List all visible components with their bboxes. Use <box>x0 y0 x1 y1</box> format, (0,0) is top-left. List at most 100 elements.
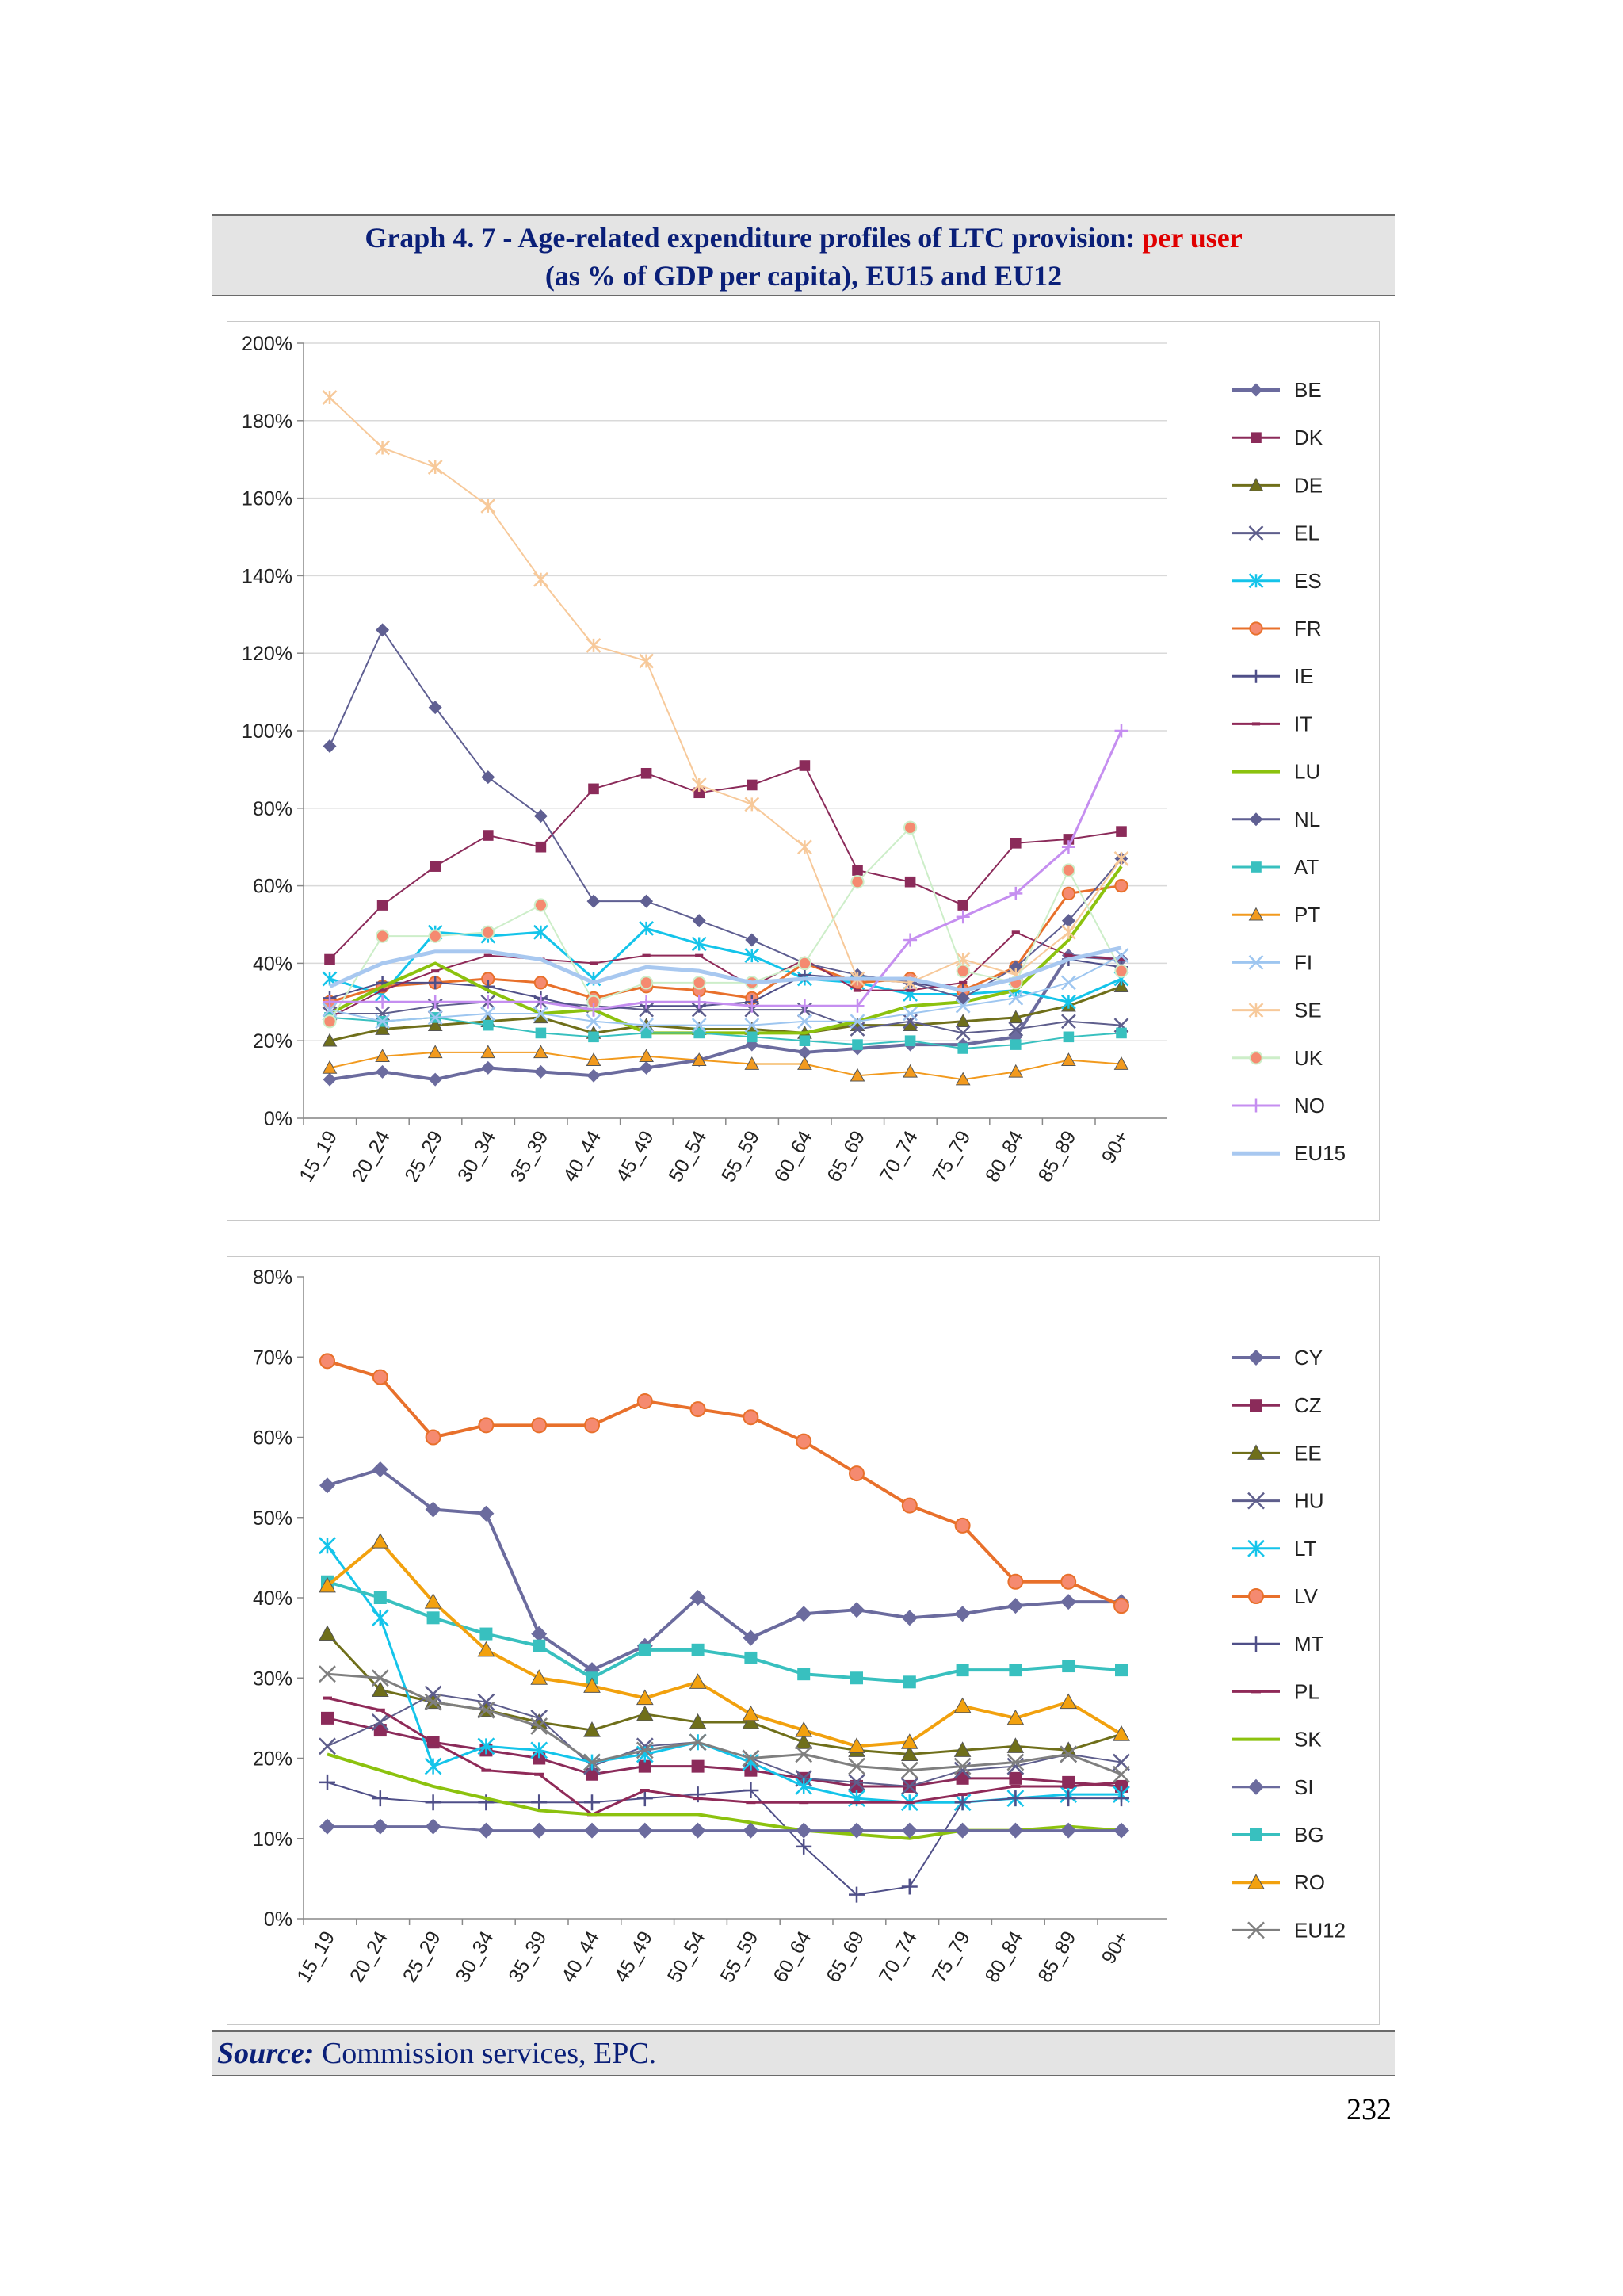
data-point-pt <box>797 1056 812 1070</box>
x-tick-label: 40_44 <box>557 1927 604 1986</box>
legend-label: DK <box>1294 426 1323 449</box>
data-point-it <box>1117 957 1126 961</box>
data-point-uk <box>428 929 442 943</box>
data-point-cy <box>531 1626 548 1642</box>
data-point-at <box>799 1035 811 1046</box>
series-ee <box>319 1625 1130 1761</box>
series-mt <box>319 1774 1129 1903</box>
x-tick-label: 30_34 <box>453 1127 500 1186</box>
series-line-cy <box>327 1468 1121 1672</box>
legend-item-ee: EE <box>1232 1441 1322 1465</box>
data-point-el <box>1061 1014 1076 1030</box>
series-no <box>323 724 1128 1017</box>
data-point-fi <box>480 1006 496 1022</box>
legend-marker <box>1247 1539 1265 1557</box>
legend-item-lt: LT <box>1232 1537 1317 1561</box>
legend-marker <box>1250 1828 1262 1841</box>
y-tick-label: 100% <box>242 720 292 743</box>
data-point-si <box>954 1822 971 1839</box>
data-point-no <box>850 999 865 1013</box>
legend-marker <box>1247 1492 1265 1510</box>
data-point-lt <box>424 1757 442 1775</box>
data-point-fi <box>903 1006 918 1022</box>
data-point-dk <box>852 865 863 876</box>
legend-item-dk: DK <box>1232 426 1323 449</box>
data-point-si <box>531 1822 548 1839</box>
x-tick-label: 20_24 <box>346 1927 392 1986</box>
data-point-pt <box>639 1049 654 1063</box>
data-point-uk <box>903 820 918 835</box>
data-point-se <box>744 797 760 812</box>
data-point-lv <box>901 1497 918 1514</box>
data-point-pt <box>375 1049 390 1063</box>
data-point-mt <box>901 1878 918 1895</box>
data-point-ro <box>424 1593 442 1609</box>
eu15-line-chart: 0% 20% 40% 60% 80% 100% 120% 140% 160% 180% 200% 15… <box>227 321 1380 1221</box>
legend-item-el: EL <box>1232 521 1319 545</box>
data-point-fi <box>955 998 971 1014</box>
data-point-fr <box>1114 878 1128 893</box>
legend-item-lu: LU <box>1232 760 1320 784</box>
data-point-no <box>586 1003 601 1017</box>
data-point-mt <box>1060 1790 1077 1807</box>
data-point-at <box>904 1035 916 1046</box>
legend-label: RO <box>1294 1870 1325 1894</box>
data-point-hu <box>848 1773 865 1791</box>
data-point-si <box>584 1822 600 1839</box>
data-point-cy <box>478 1505 495 1522</box>
x-tick-label: 70_74 <box>876 1127 922 1186</box>
data-point-pt <box>586 1052 601 1066</box>
series-si <box>319 1818 1129 1839</box>
data-point-pl <box>1117 1780 1126 1784</box>
legend-item-de: DE <box>1232 473 1323 497</box>
data-point-fi <box>586 1014 601 1030</box>
data-point-ro <box>1006 1709 1025 1725</box>
data-point-fi <box>639 1018 654 1033</box>
data-point-dk <box>799 760 811 771</box>
series-nl <box>323 623 1128 1005</box>
data-point-el <box>955 1026 971 1041</box>
data-point-hu <box>900 1778 918 1795</box>
data-point-pl <box>323 1696 332 1700</box>
data-point-eu12 <box>1060 1745 1078 1763</box>
legend-item-it: IT <box>1232 712 1312 735</box>
y-tick-label: 50% <box>253 1507 292 1530</box>
legend-item-ro: RO <box>1232 1870 1325 1894</box>
legend-label: ES <box>1294 569 1322 593</box>
data-point-pl <box>640 1789 650 1792</box>
y-tick-label: 20% <box>253 1748 292 1771</box>
data-point-pt <box>903 1064 918 1078</box>
legend-item-eu12: EU12 <box>1232 1918 1346 1942</box>
series-line-eu12 <box>327 1672 1122 1776</box>
data-point-lv <box>636 1392 653 1409</box>
legend-item-no: NO <box>1232 1094 1325 1117</box>
legend-label: EE <box>1294 1441 1322 1465</box>
data-point-lv <box>796 1433 812 1450</box>
legend-item-es: ES <box>1232 569 1322 593</box>
data-point-dk <box>904 876 916 888</box>
legend-marker <box>1247 1444 1265 1460</box>
data-point-be <box>428 1072 442 1087</box>
data-point-hu <box>1113 1753 1130 1771</box>
data-point-ie <box>428 976 442 990</box>
legend-marker <box>1248 573 1264 589</box>
legend-label: HU <box>1294 1489 1324 1513</box>
data-point-at <box>483 1019 494 1031</box>
data-point-at <box>1063 1031 1075 1043</box>
data-point-mt <box>954 1794 971 1811</box>
data-point-bg <box>479 1627 493 1641</box>
data-point-si <box>478 1822 495 1839</box>
eu15-chart-svg: 0% 20% 40% 60% 80% 100% 120% 140% 160% 180% 200% 15… <box>242 333 1346 1186</box>
data-point-se <box>480 498 496 514</box>
data-point-it <box>959 980 968 984</box>
legend-marker <box>1248 955 1264 970</box>
data-point-pl <box>693 1797 703 1801</box>
legend-marker <box>1249 621 1263 636</box>
legend-marker <box>1249 383 1263 397</box>
series-line-es <box>329 926 1122 1003</box>
y-tick-label: 140% <box>242 565 292 587</box>
data-point-es <box>533 924 548 940</box>
series-line-pl <box>327 1697 1122 1816</box>
legend-marker <box>1251 1690 1261 1694</box>
series-fr <box>323 878 1128 1009</box>
